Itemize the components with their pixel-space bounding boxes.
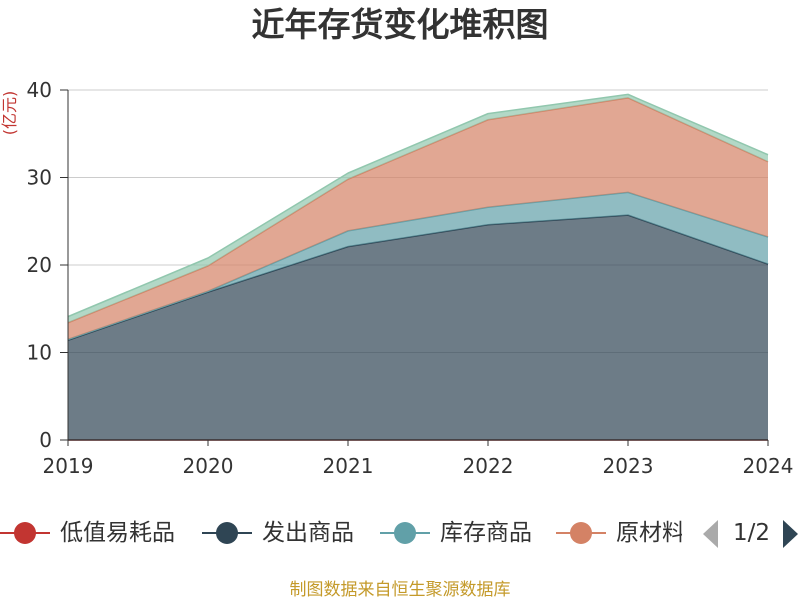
legend-label: 库存商品 (440, 520, 532, 546)
y-tick-label: 20 (27, 253, 52, 277)
legend-marker-icon (556, 522, 606, 544)
legend-page-indicator: 1/2 (733, 520, 771, 546)
x-tick-label: 2024 (743, 454, 794, 478)
legend-marker-icon (380, 522, 430, 544)
y-axis-label: (亿元) (0, 90, 19, 136)
legend-item-raw-materials[interactable]: 原材料 (556, 513, 682, 553)
line-series-4 (67, 93, 769, 318)
x-tick-label: 2023 (603, 454, 654, 478)
legend-label: 低值易耗品 (60, 520, 175, 546)
data-source-note: 制图数据来自恒生聚源数据库 (289, 580, 511, 600)
triangle-left-icon[interactable] (702, 519, 719, 549)
legend-label: 原材料 (616, 520, 682, 546)
legend: 低值易耗品 发出商品 库存商品 原材料 1/2 (0, 513, 800, 553)
area-series-3 (68, 97, 768, 340)
legend-item-inventory-goods[interactable]: 库存商品 (380, 513, 550, 553)
legend-marker-icon (0, 522, 50, 544)
legend-item-low-value-consumables[interactable]: 低值易耗品 (0, 513, 190, 553)
legend-label: 发出商品 (262, 520, 354, 546)
area-series-1 (68, 215, 768, 440)
y-tick-label: 40 (27, 78, 52, 102)
area-series-2 (68, 192, 768, 341)
x-tick-label: 2022 (463, 454, 514, 478)
x-tick-label: 2020 (183, 454, 234, 478)
legend-marker-icon (202, 522, 252, 544)
y-tick-label: 10 (27, 341, 52, 365)
chart-title: 近年存货变化堆积图 (251, 5, 549, 44)
y-tick-label: 30 (27, 166, 52, 190)
y-tick-label: 0 (39, 428, 52, 452)
legend-item-goods-shipped[interactable]: 发出商品 (202, 513, 372, 553)
x-tick-label: 2019 (43, 454, 94, 478)
triangle-right-icon[interactable] (782, 519, 799, 549)
x-tick-label: 2021 (323, 454, 374, 478)
